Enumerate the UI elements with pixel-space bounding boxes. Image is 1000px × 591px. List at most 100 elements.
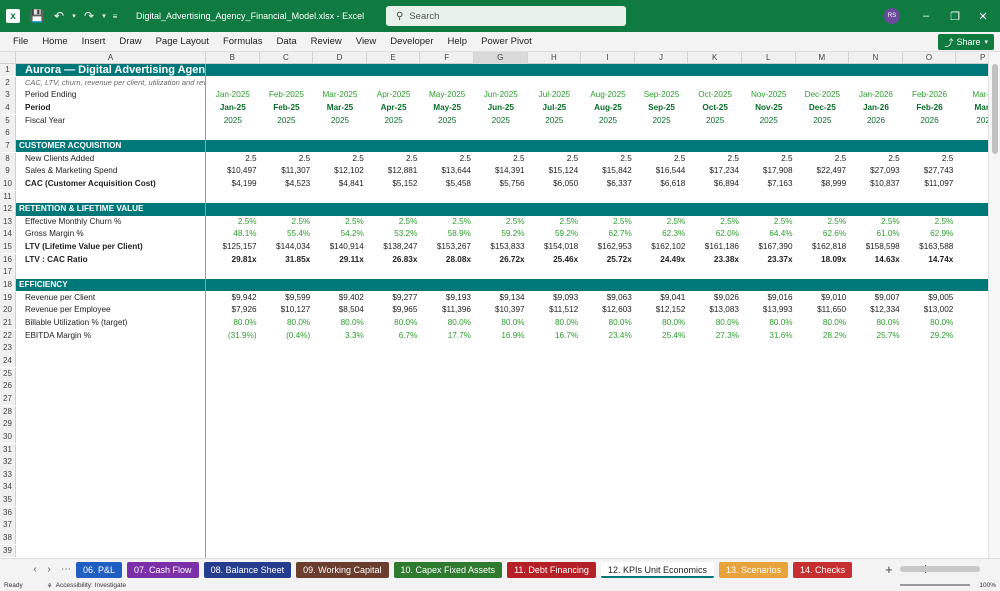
- data-cell[interactable]: Jun-2025: [483, 90, 518, 100]
- data-cell[interactable]: [420, 532, 474, 544]
- data-cell[interactable]: [956, 77, 988, 89]
- data-cell[interactable]: [528, 545, 582, 557]
- data-cell[interactable]: [742, 368, 796, 380]
- data-cell[interactable]: [367, 431, 421, 443]
- data-cell[interactable]: [849, 393, 903, 405]
- data-cell[interactable]: [634, 203, 689, 216]
- data-cell[interactable]: 2.5: [673, 153, 686, 163]
- row-label[interactable]: [16, 380, 206, 392]
- data-cell[interactable]: [903, 494, 957, 506]
- data-cell[interactable]: 80.0%: [930, 318, 954, 327]
- data-cell[interactable]: [903, 355, 957, 367]
- prev-sheet-icon[interactable]: ‹: [33, 564, 37, 575]
- data-cell[interactable]: [206, 418, 260, 430]
- data-cell[interactable]: [742, 456, 796, 468]
- data-cell[interactable]: 2.5%: [237, 216, 257, 226]
- data-cell[interactable]: 25.46x: [553, 254, 579, 264]
- data-cell[interactable]: 80.0%: [662, 318, 686, 327]
- row-label[interactable]: [16, 481, 206, 493]
- row-number[interactable]: 29: [0, 418, 16, 431]
- data-cell[interactable]: 16.9%: [501, 330, 525, 340]
- row-number[interactable]: 1: [0, 64, 16, 77]
- data-cell[interactable]: [313, 368, 367, 380]
- data-cell[interactable]: 55.4%: [286, 229, 311, 239]
- data-cell[interactable]: $11,396: [441, 305, 471, 315]
- data-cell[interactable]: [688, 456, 742, 468]
- data-cell[interactable]: $140,914: [329, 242, 364, 252]
- data-cell[interactable]: 2.5%: [452, 216, 471, 226]
- data-cell[interactable]: [474, 519, 528, 531]
- data-cell[interactable]: $158,598: [865, 242, 900, 252]
- data-cell[interactable]: $15,124: [548, 166, 579, 176]
- data-cell[interactable]: [635, 431, 689, 443]
- row-number[interactable]: 12: [0, 203, 16, 216]
- data-cell[interactable]: [528, 507, 582, 519]
- data-cell[interactable]: [313, 342, 367, 354]
- row-number[interactable]: 31: [0, 443, 16, 456]
- data-cell[interactable]: [420, 507, 474, 519]
- data-cell[interactable]: [527, 203, 582, 216]
- data-cell[interactable]: Oct-2025: [698, 90, 732, 100]
- data-cell[interactable]: 28.2%: [822, 330, 847, 340]
- data-cell[interactable]: [581, 393, 635, 405]
- row-label[interactable]: CAC, LTV, churn, revenue per client, uti…: [25, 77, 206, 87]
- data-cell[interactable]: [849, 406, 903, 418]
- data-cell[interactable]: [849, 380, 903, 392]
- data-cell[interactable]: [260, 418, 314, 430]
- data-cell[interactable]: [742, 77, 796, 89]
- column-header[interactable]: N: [849, 52, 903, 64]
- data-cell[interactable]: 2.5%: [934, 216, 954, 226]
- data-cell[interactable]: $10,127: [280, 305, 311, 315]
- data-cell[interactable]: [420, 342, 474, 354]
- data-cell[interactable]: [688, 139, 742, 153]
- data-cell[interactable]: 2.5: [566, 153, 579, 163]
- data-cell[interactable]: [742, 127, 796, 139]
- data-cell[interactable]: [796, 418, 850, 430]
- data-cell[interactable]: [260, 507, 314, 519]
- data-cell[interactable]: [635, 393, 689, 405]
- data-cell[interactable]: $9,134: [499, 292, 525, 302]
- row-label[interactable]: Effective Monthly Churn %: [25, 216, 122, 226]
- column-header[interactable]: B: [206, 52, 260, 64]
- menu-file[interactable]: File: [13, 36, 29, 47]
- data-cell[interactable]: 61.0%: [876, 229, 900, 239]
- data-cell[interactable]: [528, 77, 582, 89]
- row-label[interactable]: [16, 519, 206, 531]
- data-cell[interactable]: [528, 355, 582, 367]
- data-cell[interactable]: [206, 139, 260, 153]
- data-cell[interactable]: 2026: [866, 115, 886, 125]
- restore-icon[interactable]: ❐: [950, 10, 960, 23]
- data-cell[interactable]: [581, 380, 635, 392]
- data-cell[interactable]: [849, 444, 903, 456]
- data-cell[interactable]: [849, 418, 903, 430]
- data-cell[interactable]: $4,523: [285, 178, 311, 188]
- data-cell[interactable]: [742, 355, 796, 367]
- row-number[interactable]: 4: [0, 101, 16, 115]
- data-cell[interactable]: $153,833: [490, 242, 525, 252]
- data-cell[interactable]: [635, 444, 689, 456]
- data-cell[interactable]: [741, 203, 796, 216]
- data-cell[interactable]: [903, 532, 957, 544]
- data-cell[interactable]: [260, 406, 314, 418]
- data-cell[interactable]: Sep-2025: [643, 90, 680, 100]
- data-cell[interactable]: $13,002: [923, 305, 954, 315]
- data-cell[interactable]: [903, 507, 957, 519]
- data-cell[interactable]: [581, 64, 635, 77]
- data-cell[interactable]: [528, 456, 582, 468]
- data-cell[interactable]: [474, 469, 528, 481]
- data-cell[interactable]: [313, 279, 367, 292]
- data-cell[interactable]: [581, 266, 635, 278]
- data-cell[interactable]: [956, 127, 988, 139]
- data-cell[interactable]: [474, 355, 528, 367]
- data-cell[interactable]: [366, 203, 421, 216]
- data-cell[interactable]: 2.5%: [559, 216, 579, 226]
- next-sheet-icon[interactable]: ›: [47, 564, 51, 575]
- data-cell[interactable]: 18.09x: [821, 254, 847, 264]
- data-cell[interactable]: $9,005: [928, 292, 954, 302]
- data-cell[interactable]: [313, 494, 367, 506]
- data-cell[interactable]: [420, 139, 474, 153]
- data-cell[interactable]: $22,497: [816, 166, 847, 176]
- data-cell[interactable]: [903, 519, 957, 531]
- data-cell[interactable]: [956, 393, 988, 405]
- data-cell[interactable]: [903, 469, 957, 481]
